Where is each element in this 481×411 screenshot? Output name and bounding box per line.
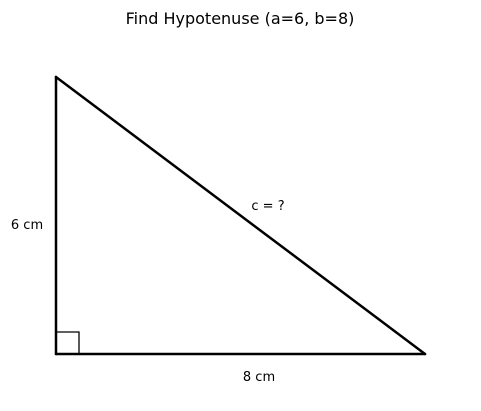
- right-angle-marker: [57, 331, 80, 353]
- hypotenuse-label: c = ?: [251, 199, 284, 214]
- side-b-label: 8 cm: [243, 370, 275, 385]
- side-a-label: 6 cm: [11, 218, 43, 233]
- diagram-title: Find Hypotenuse (a=6, b=8): [126, 9, 355, 28]
- hypotenuse-line: [54, 75, 427, 356]
